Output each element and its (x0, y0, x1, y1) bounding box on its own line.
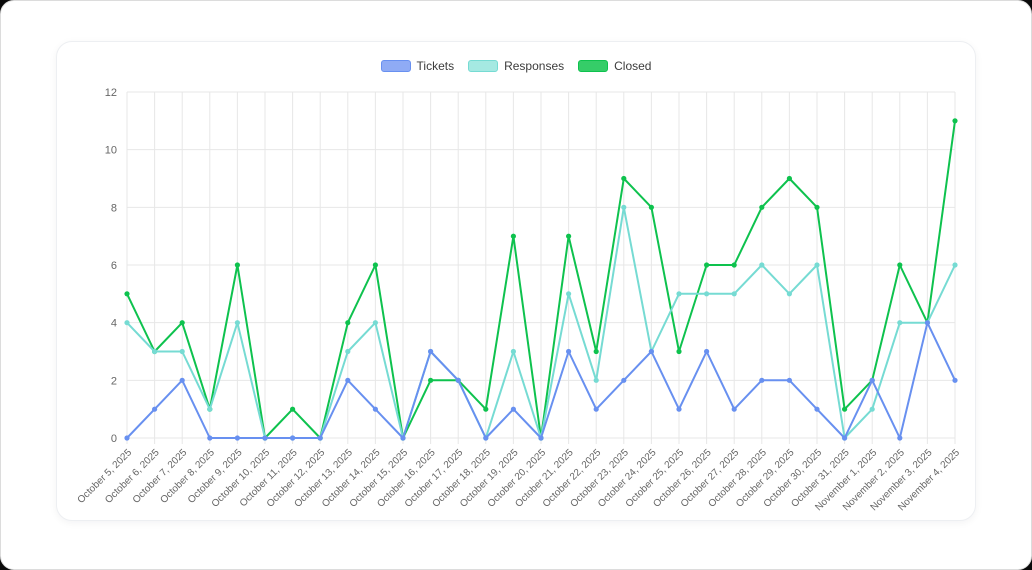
series-lines (124, 118, 958, 441)
data-point (428, 377, 434, 383)
data-point (345, 377, 351, 383)
y-axis-tick-label: 4 (111, 318, 117, 330)
data-point (676, 348, 682, 355)
data-point (372, 262, 378, 268)
data-point (593, 406, 599, 412)
data-point (869, 406, 875, 412)
data-point (897, 320, 903, 326)
data-point (234, 435, 240, 441)
data-point (704, 291, 710, 297)
data-point (952, 262, 958, 268)
data-point (124, 320, 130, 326)
data-point (648, 348, 655, 355)
data-point (842, 406, 848, 412)
data-point (124, 291, 130, 297)
data-point (510, 233, 516, 239)
data-point (483, 435, 489, 441)
data-point (786, 175, 793, 182)
data-point (759, 204, 765, 210)
data-point (952, 377, 958, 383)
data-point (786, 291, 793, 297)
data-point (648, 204, 655, 210)
data-point (290, 435, 296, 441)
y-axis-tick-label: 10 (105, 145, 117, 157)
data-point (842, 435, 848, 441)
data-point (814, 262, 820, 268)
legend-swatch-icon (380, 60, 411, 72)
data-point (759, 377, 765, 383)
legend-label: Tickets (416, 59, 455, 73)
data-point (704, 262, 710, 268)
data-point (731, 291, 737, 297)
data-point (124, 435, 130, 441)
data-point (759, 262, 765, 268)
data-point (621, 377, 627, 383)
legend-item-closed[interactable]: Closed (578, 60, 651, 72)
data-point (179, 348, 185, 355)
data-point (372, 320, 378, 326)
data-point (179, 320, 185, 326)
data-point (704, 348, 710, 355)
data-point (234, 320, 240, 326)
legend-label: Responses (504, 59, 565, 73)
data-point (621, 204, 627, 210)
legend-swatch-icon (578, 60, 609, 72)
data-point (676, 291, 682, 297)
data-point (566, 233, 572, 239)
y-axis-tick-label: 0 (111, 433, 117, 445)
data-point (510, 348, 516, 355)
chart-legend: Tickets Responses Closed (57, 56, 975, 76)
y-axis-tick-label: 2 (111, 375, 117, 387)
data-point (731, 406, 737, 412)
data-point (566, 291, 572, 297)
data-point (593, 348, 599, 355)
data-point (566, 348, 572, 355)
data-point (152, 348, 158, 355)
y-axis-tick-label: 12 (105, 87, 117, 99)
legend-label: Closed (614, 59, 652, 73)
data-point (814, 406, 820, 412)
data-point (621, 175, 627, 182)
data-point (372, 406, 378, 412)
data-point (952, 118, 958, 124)
data-point (924, 320, 931, 326)
data-point (897, 262, 903, 268)
legend-swatch-icon (468, 60, 499, 72)
data-point (317, 435, 323, 441)
data-point (731, 262, 737, 268)
data-point (400, 435, 406, 441)
data-point (179, 377, 185, 383)
data-point (814, 204, 820, 210)
y-axis-tick-label: 6 (111, 260, 117, 272)
data-point (262, 435, 268, 441)
data-point (428, 348, 434, 355)
legend-item-tickets[interactable]: Tickets (380, 59, 455, 73)
data-point (455, 377, 461, 383)
data-point (483, 406, 489, 412)
data-point (234, 262, 240, 268)
chart-grid (126, 91, 956, 444)
y-axis-tick-label: 8 (111, 202, 117, 214)
data-point (207, 406, 213, 412)
data-point (897, 435, 903, 441)
data-point (345, 320, 351, 326)
data-point (869, 377, 875, 383)
data-point (207, 435, 213, 441)
data-point (676, 406, 682, 412)
data-point (593, 377, 599, 383)
data-point (290, 406, 296, 412)
data-point (345, 348, 351, 355)
data-point (510, 406, 516, 412)
data-point (538, 435, 544, 441)
data-point (786, 377, 793, 383)
legend-item-responses[interactable]: Responses (468, 60, 564, 72)
chart-card: Tickets Responses Closed October 5, 2025 Oc… (56, 41, 976, 521)
data-point (152, 406, 158, 412)
